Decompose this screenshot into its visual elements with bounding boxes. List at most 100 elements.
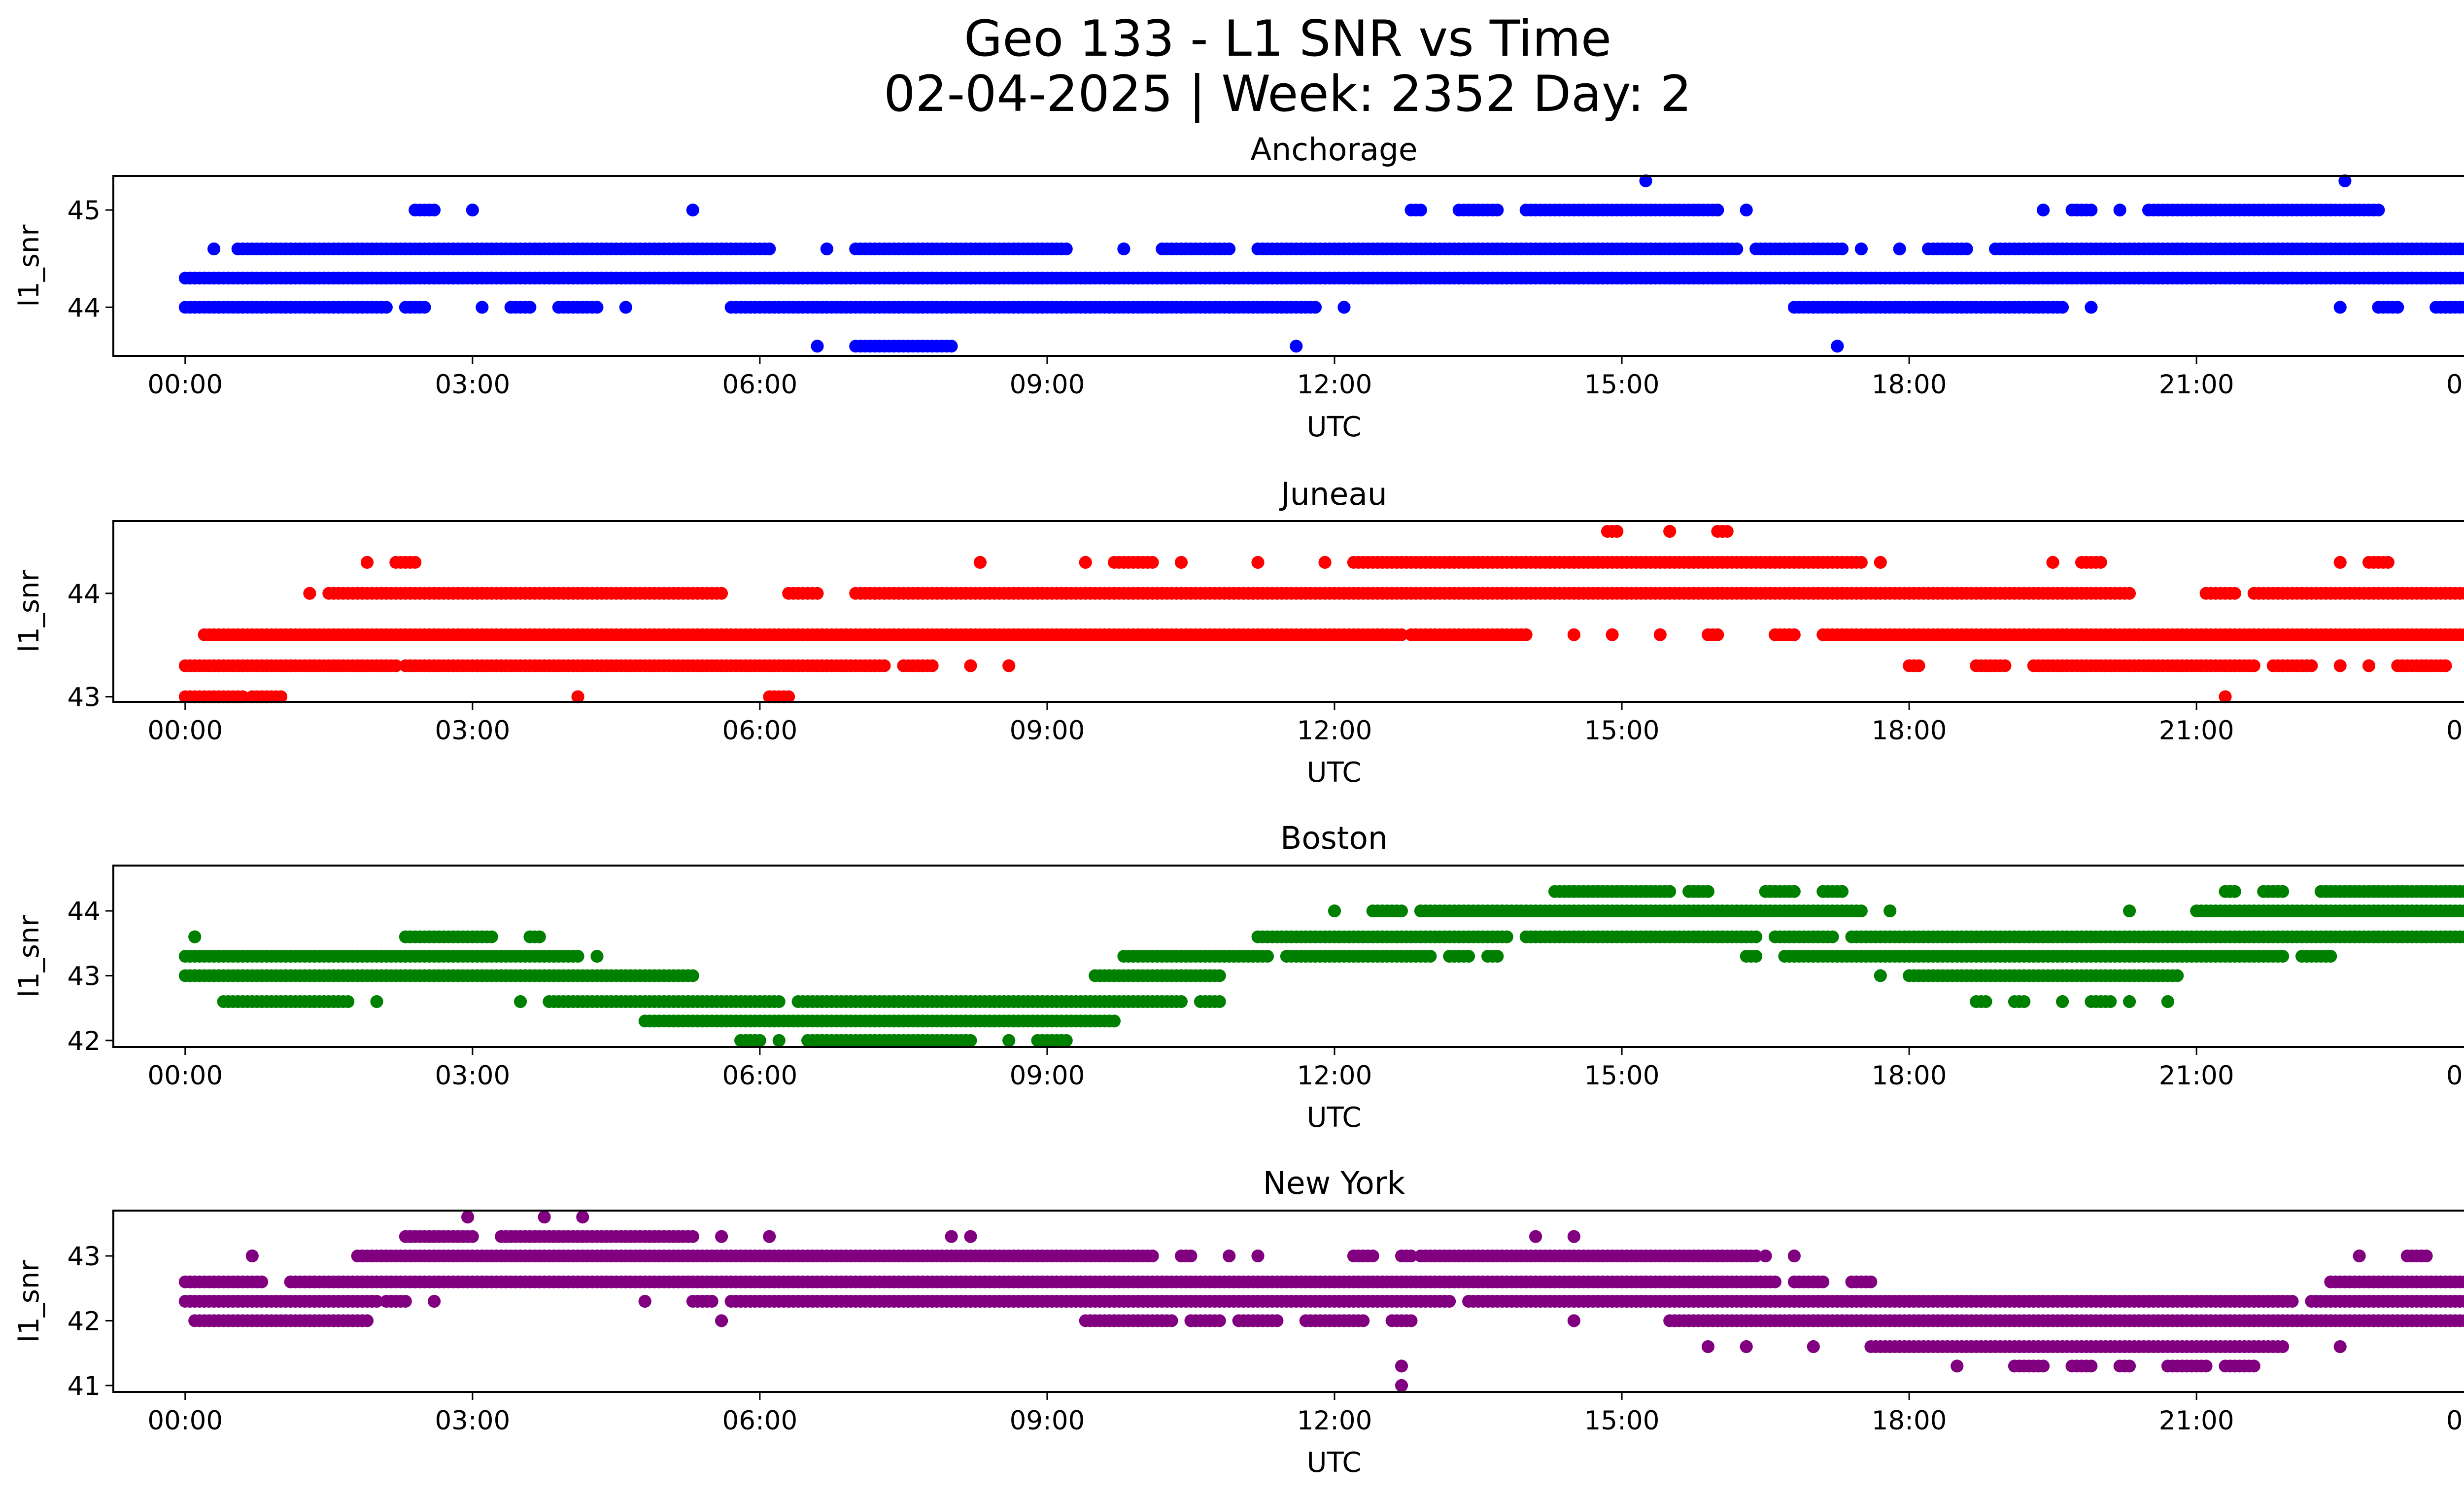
data-point (1702, 885, 1714, 898)
data-point (1663, 525, 1677, 538)
data-point (2018, 995, 2031, 1008)
x-tick-label: 12:00 (1297, 716, 1372, 746)
data-point (1787, 628, 1801, 641)
data-point (2324, 950, 2337, 963)
data-point (361, 556, 374, 569)
data-point (1979, 995, 1992, 1008)
data-point (207, 243, 221, 255)
data-point (1002, 659, 1016, 672)
data-point (1337, 301, 1351, 314)
data-point (1108, 1014, 1121, 1028)
data-point (2247, 659, 2260, 672)
data-point (2362, 659, 2375, 672)
data-point (619, 301, 632, 314)
data-point (715, 587, 728, 600)
data-point (2381, 556, 2395, 569)
data-point (303, 587, 316, 600)
y-tick-label: 44 (68, 897, 101, 927)
data-point (590, 301, 604, 314)
data-point (1117, 243, 1130, 255)
x-tick-label: 00:00 (147, 370, 223, 400)
x-tick-label: 21:00 (2159, 716, 2234, 746)
data-point (485, 930, 498, 943)
data-point (571, 950, 584, 963)
data-point (1213, 1314, 1226, 1327)
data-point (1836, 885, 1849, 898)
data-point (2056, 995, 2069, 1008)
x-tick-label: 12:00 (1297, 370, 1372, 400)
y-tick-label: 45 (68, 196, 101, 226)
data-point (1491, 950, 1504, 963)
data-point (811, 587, 824, 600)
x-tick-label: 06:00 (722, 716, 798, 746)
data-point (1519, 628, 1533, 641)
x-tick-label: 21:00 (2159, 1061, 2234, 1091)
data-point (1711, 628, 1724, 641)
data-point (2228, 885, 2241, 898)
data-point (409, 556, 422, 569)
figure-title-line2: 02-04-2025 | Week: 2352 Day: 2 (884, 65, 1692, 123)
data-point (1998, 659, 2012, 672)
data-point (1404, 1314, 1418, 1327)
data-point (1395, 904, 1408, 917)
data-point (1500, 930, 1513, 943)
data-point (1357, 1314, 1370, 1327)
x-tick-label: 06:00 (722, 370, 798, 400)
data-point (715, 1314, 728, 1327)
x-tick-label: 03:00 (435, 716, 510, 746)
x-tick-label: 03:00 (435, 1061, 510, 1091)
data-point (638, 1295, 651, 1308)
data-point (1213, 995, 1226, 1008)
data-point (1290, 340, 1303, 353)
data-point (523, 301, 537, 314)
data-point (1261, 950, 1274, 963)
data-point (1874, 969, 1887, 982)
data-point (428, 1295, 441, 1308)
data-point (342, 995, 355, 1008)
data-point (361, 1314, 374, 1327)
data-point (2056, 301, 2069, 314)
data-point (925, 659, 939, 672)
x-axis-label: UTC (1306, 757, 1361, 789)
data-point (964, 1034, 977, 1047)
data-point (1002, 1034, 1016, 1047)
data-point (2276, 950, 2290, 963)
x-tick-label: 09:00 (1010, 370, 1085, 400)
data-point (2458, 272, 2464, 285)
data-point (1893, 243, 1906, 255)
data-point (514, 995, 527, 1008)
y-tick-label: 42 (68, 1026, 101, 1056)
y-axis-label: l1_snr (13, 224, 45, 307)
x-tick-label: 18:00 (1872, 1061, 1947, 1091)
data-point (964, 659, 977, 672)
data-point (1175, 556, 1188, 569)
data-point (973, 556, 987, 569)
data-point (2104, 995, 2117, 1008)
data-point (1462, 950, 1475, 963)
data-point (2305, 659, 2318, 672)
data-point (1854, 243, 1868, 255)
data-point (476, 301, 489, 314)
data-point (2458, 243, 2464, 255)
data-point (1491, 204, 1504, 217)
data-point (772, 1034, 786, 1047)
data-point (2123, 904, 2136, 917)
data-point (1251, 556, 1265, 569)
x-axis-ticks: 00:00 03:00 06:00 09:00 12:00 15:00 18:00 21:00… (147, 356, 2464, 400)
data-point (2094, 556, 2107, 569)
data-point (399, 1295, 412, 1308)
x-tick-label: 00:00 (2446, 716, 2464, 746)
x-tick-label: 12:00 (1297, 1061, 1372, 1091)
data-point (1836, 243, 1849, 255)
data-point (188, 930, 202, 943)
data-point (1874, 556, 1887, 569)
data-point (1720, 525, 1734, 538)
x-tick-label: 06:00 (722, 1061, 798, 1091)
data-point (1639, 174, 1652, 187)
data-point (2333, 659, 2347, 672)
